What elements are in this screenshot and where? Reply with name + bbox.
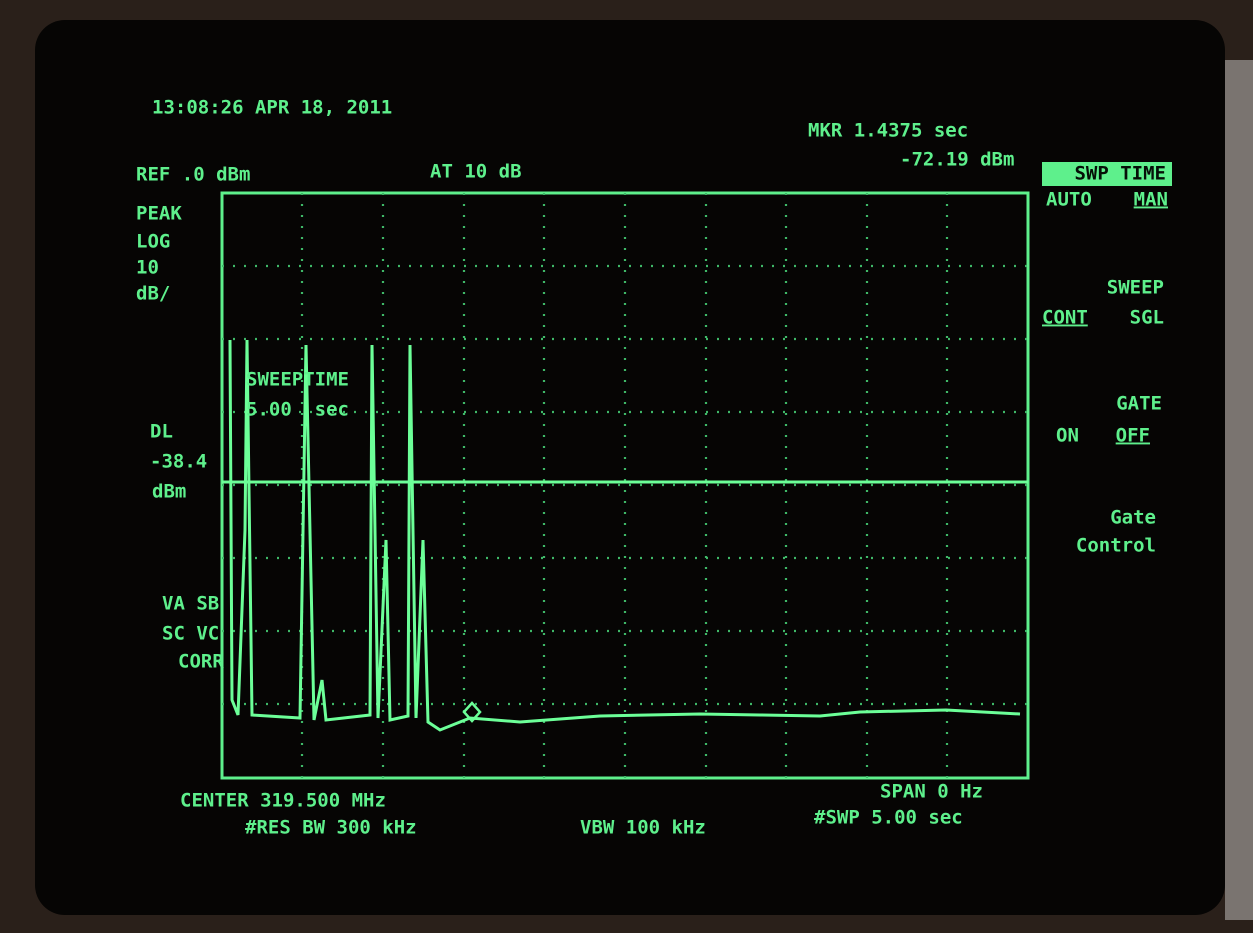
softkey-option[interactable]: Control (1076, 535, 1156, 557)
marker-level: -72.19 dBm (900, 149, 1014, 171)
center-frequency: CENTER 319.500 MHz (180, 790, 386, 812)
marker-readout: MKR 1.4375 sec (808, 120, 968, 142)
softkey-option[interactable]: AUTO (1046, 189, 1092, 211)
screen (35, 20, 1225, 915)
trace (228, 339, 1021, 732)
scale: LOG (136, 231, 170, 253)
overlay-label: SWEEPTIME (246, 369, 349, 391)
softkey-highlight (1042, 162, 1172, 186)
reference-level: REF .0 dBm (136, 164, 250, 186)
display-line-unit: dBm (152, 481, 186, 503)
softkey-title[interactable]: SWEEP (1107, 277, 1164, 299)
softkey-option[interactable]: MAN (1134, 189, 1168, 211)
display-line-label: DL (150, 421, 173, 443)
attenuation: AT 10 dB (430, 161, 522, 183)
video-bandwidth: VBW 100 kHz (580, 817, 706, 839)
resolution-bandwidth: #RES BW 300 kHz (245, 817, 417, 839)
grid (222, 193, 1028, 778)
softkey-option[interactable]: OFF (1116, 425, 1150, 447)
marker (462, 701, 482, 723)
span: SPAN 0 Hz (880, 781, 983, 803)
softkey-option[interactable]: CONT (1042, 307, 1088, 329)
flag: SC VC (162, 623, 219, 645)
display-line-value: -38.4 (150, 451, 207, 473)
softkey-title[interactable]: GATE (1116, 393, 1162, 415)
softkey-option[interactable]: ON (1056, 425, 1079, 447)
scale-value: 10 (136, 257, 159, 279)
softkey-title[interactable]: Gate (1110, 507, 1156, 529)
softkey-option[interactable]: SGL (1130, 307, 1164, 329)
timestamp: 13:08:26 APR 18, 2011 (152, 97, 392, 119)
softkey-title[interactable]: SWP TIME (1074, 163, 1166, 185)
overlay-value: 5.00 sec (246, 399, 349, 421)
scale-unit: dB/ (136, 283, 170, 305)
sweep-time: #SWP 5.00 sec (814, 807, 963, 829)
side-panel (1225, 60, 1253, 920)
graticule (220, 191, 1030, 780)
detector: PEAK (136, 203, 182, 225)
flag: CORR (178, 651, 224, 673)
flag: VA SB (162, 593, 219, 615)
